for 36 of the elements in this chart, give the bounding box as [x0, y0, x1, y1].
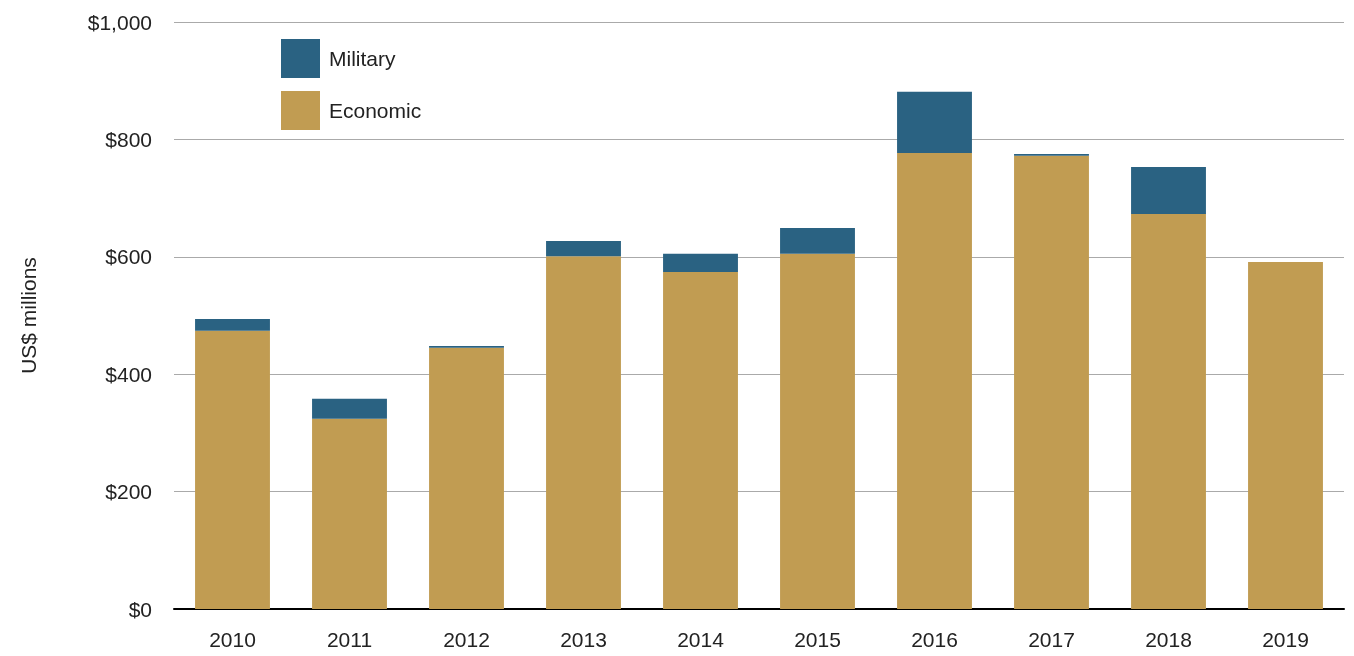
x-tick-label: 2012: [443, 628, 490, 651]
bar: [1131, 166, 1206, 214]
legend-label: Economic: [329, 99, 422, 122]
x-tick-label: 2017: [1028, 628, 1075, 651]
bar: [1131, 213, 1206, 609]
bar: [312, 418, 387, 609]
x-tick-label: 2018: [1145, 628, 1192, 651]
bar: [195, 319, 270, 331]
y-tick-label: $200: [105, 480, 152, 504]
bar: [546, 256, 621, 609]
x-tick-label: 2010: [209, 628, 256, 651]
bar: [897, 91, 972, 153]
bar: [780, 253, 855, 609]
y-tick-label: $0: [128, 597, 152, 621]
bar: [1014, 155, 1089, 609]
x-tick-label: 2014: [677, 628, 725, 651]
y-tick-label: $400: [105, 362, 152, 386]
bar: [546, 240, 621, 257]
x-tick-label: 2013: [560, 628, 607, 651]
bar: [663, 253, 738, 273]
y-tick-label: $600: [105, 245, 152, 269]
bar: [1248, 262, 1323, 609]
y-tick-label: $800: [105, 127, 152, 151]
bar: [897, 152, 972, 609]
y-axis-title: US$ millions: [17, 257, 40, 374]
bar: [780, 228, 855, 254]
legend-label: Military: [329, 47, 396, 70]
x-tick-label: 2019: [1262, 628, 1309, 651]
bar: [312, 398, 387, 419]
x-tick-label: 2011: [326, 628, 373, 651]
bar: [429, 347, 504, 609]
x-tick-label: 2015: [794, 628, 841, 651]
bar: [195, 330, 270, 609]
x-tick-label: 2016: [911, 628, 958, 651]
y-tick-label: $1,000: [87, 10, 152, 34]
bar: [663, 272, 738, 609]
